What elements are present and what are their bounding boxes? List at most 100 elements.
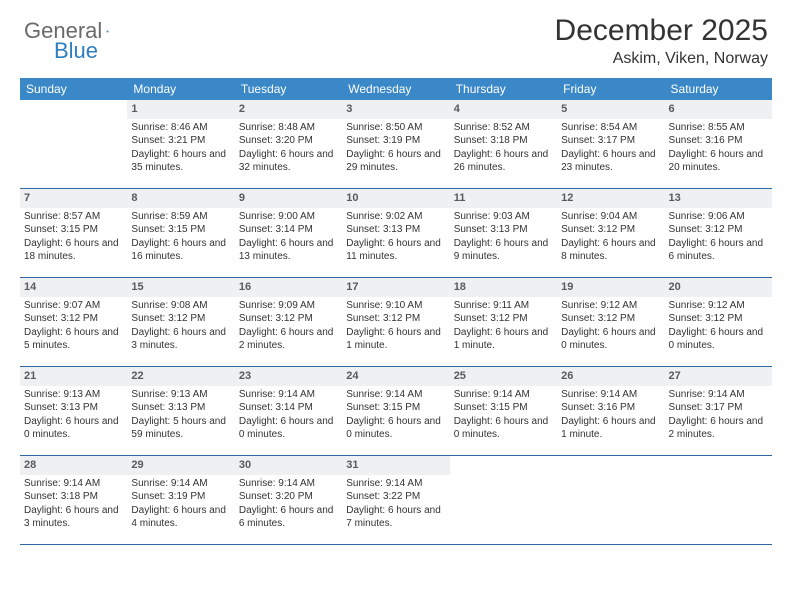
daylight-text: Daylight: 6 hours and 13 minutes. xyxy=(239,237,338,264)
day-info: Sunrise: 9:14 AMSunset: 3:15 PMDaylight:… xyxy=(346,388,445,442)
day-info: Sunrise: 9:14 AMSunset: 3:17 PMDaylight:… xyxy=(669,388,768,442)
sunset-text: Sunset: 3:12 PM xyxy=(561,312,660,326)
sunrise-text: Sunrise: 9:06 AM xyxy=(669,210,768,224)
day-number: 24 xyxy=(342,367,449,386)
sunset-text: Sunset: 3:15 PM xyxy=(131,223,230,237)
sunrise-text: Sunrise: 9:14 AM xyxy=(239,477,338,491)
sunrise-text: Sunrise: 9:12 AM xyxy=(669,299,768,313)
day-cell: 13Sunrise: 9:06 AMSunset: 3:12 PMDayligh… xyxy=(665,189,772,277)
daylight-text: Daylight: 6 hours and 1 minute. xyxy=(346,326,445,353)
day-info: Sunrise: 9:14 AMSunset: 3:14 PMDaylight:… xyxy=(239,388,338,442)
day-number: 25 xyxy=(450,367,557,386)
sunrise-text: Sunrise: 9:14 AM xyxy=(239,388,338,402)
day-number: 2 xyxy=(235,100,342,119)
sunset-text: Sunset: 3:12 PM xyxy=(669,312,768,326)
day-number: 20 xyxy=(665,278,772,297)
day-info: Sunrise: 9:07 AMSunset: 3:12 PMDaylight:… xyxy=(24,299,123,353)
day-info: Sunrise: 9:14 AMSunset: 3:18 PMDaylight:… xyxy=(24,477,123,531)
day-cell: 6Sunrise: 8:55 AMSunset: 3:16 PMDaylight… xyxy=(665,100,772,188)
day-info: Sunrise: 8:57 AMSunset: 3:15 PMDaylight:… xyxy=(24,210,123,264)
sunset-text: Sunset: 3:15 PM xyxy=(346,401,445,415)
day-number: 22 xyxy=(127,367,234,386)
sunset-text: Sunset: 3:12 PM xyxy=(346,312,445,326)
day-info: Sunrise: 8:50 AMSunset: 3:19 PMDaylight:… xyxy=(346,121,445,175)
day-number: 26 xyxy=(557,367,664,386)
day-info: Sunrise: 9:06 AMSunset: 3:12 PMDaylight:… xyxy=(669,210,768,264)
sunrise-text: Sunrise: 8:50 AM xyxy=(346,121,445,135)
sunset-text: Sunset: 3:17 PM xyxy=(669,401,768,415)
daylight-text: Daylight: 6 hours and 32 minutes. xyxy=(239,148,338,175)
sunrise-text: Sunrise: 9:09 AM xyxy=(239,299,338,313)
daylight-text: Daylight: 6 hours and 7 minutes. xyxy=(346,504,445,531)
daylight-text: Daylight: 6 hours and 6 minutes. xyxy=(669,237,768,264)
day-cell xyxy=(557,456,664,544)
day-cell: 30Sunrise: 9:14 AMSunset: 3:20 PMDayligh… xyxy=(235,456,342,544)
daylight-text: Daylight: 6 hours and 6 minutes. xyxy=(239,504,338,531)
day-info: Sunrise: 9:03 AMSunset: 3:13 PMDaylight:… xyxy=(454,210,553,264)
day-cell xyxy=(450,456,557,544)
day-number: 10 xyxy=(342,189,449,208)
sunrise-text: Sunrise: 8:59 AM xyxy=(131,210,230,224)
day-info: Sunrise: 8:52 AMSunset: 3:18 PMDaylight:… xyxy=(454,121,553,175)
daylight-text: Daylight: 6 hours and 26 minutes. xyxy=(454,148,553,175)
sunrise-text: Sunrise: 8:52 AM xyxy=(454,121,553,135)
day-number: 31 xyxy=(342,456,449,475)
daylight-text: Daylight: 6 hours and 29 minutes. xyxy=(346,148,445,175)
daylight-text: Daylight: 6 hours and 0 minutes. xyxy=(346,415,445,442)
day-cell: 26 Sunrise: 9:14 AMSunset: 3:16 PMDayligh… xyxy=(557,367,664,455)
daylight-text: Daylight: 6 hours and 0 minutes. xyxy=(561,326,660,353)
day-info: Sunrise: 9:14 AMSunset: 3:16 PMDaylight:… xyxy=(561,388,660,442)
day-number: 23 xyxy=(235,367,342,386)
day-cell: 24 Sunrise: 9:14 AMSunset: 3:15 PMDayligh… xyxy=(342,367,449,455)
day-cell: 16Sunrise: 9:09 AMSunset: 3:12 PMDayligh… xyxy=(235,278,342,366)
sunrise-text: Sunrise: 9:14 AM xyxy=(454,388,553,402)
logo-sail-icon xyxy=(106,23,109,39)
day-number: 11 xyxy=(450,189,557,208)
day-info: Sunrise: 9:12 AMSunset: 3:12 PMDaylight:… xyxy=(561,299,660,353)
day-info: Sunrise: 9:14 AMSunset: 3:22 PMDaylight:… xyxy=(346,477,445,531)
sunset-text: Sunset: 3:13 PM xyxy=(131,401,230,415)
sunset-text: Sunset: 3:21 PM xyxy=(131,134,230,148)
sunset-text: Sunset: 3:15 PM xyxy=(454,401,553,415)
sunrise-text: Sunrise: 8:54 AM xyxy=(561,121,660,135)
week-row: 7Sunrise: 8:57 AMSunset: 3:15 PMDaylight… xyxy=(20,189,772,278)
day-info: Sunrise: 9:13 AMSunset: 3:13 PMDaylight:… xyxy=(131,388,230,442)
title-block: December 2025 Askim, Viken, Norway xyxy=(555,14,768,68)
sunset-text: Sunset: 3:12 PM xyxy=(561,223,660,237)
sunrise-text: Sunrise: 9:13 AM xyxy=(24,388,123,402)
sunrise-text: Sunrise: 9:14 AM xyxy=(346,388,445,402)
day-cell: 28 Sunrise: 9:14 AMSunset: 3:18 PMDayligh… xyxy=(20,456,127,544)
day-info: Sunrise: 9:10 AMSunset: 3:12 PMDaylight:… xyxy=(346,299,445,353)
daylight-text: Daylight: 6 hours and 9 minutes. xyxy=(454,237,553,264)
day-number: 17 xyxy=(342,278,449,297)
day-number: 29 xyxy=(127,456,234,475)
day-header: Sunday xyxy=(20,78,127,100)
day-info: Sunrise: 9:14 AMSunset: 3:20 PMDaylight:… xyxy=(239,477,338,531)
sunrise-text: Sunrise: 9:14 AM xyxy=(669,388,768,402)
sunset-text: Sunset: 3:12 PM xyxy=(131,312,230,326)
day-cell: 14Sunrise: 9:07 AMSunset: 3:12 PMDayligh… xyxy=(20,278,127,366)
day-info: Sunrise: 9:14 AMSunset: 3:19 PMDaylight:… xyxy=(131,477,230,531)
day-info: Sunrise: 9:04 AMSunset: 3:12 PMDaylight:… xyxy=(561,210,660,264)
daylight-text: Daylight: 6 hours and 5 minutes. xyxy=(24,326,123,353)
logo: General Blue xyxy=(24,14,126,44)
day-cell: 2Sunrise: 8:48 AMSunset: 3:20 PMDaylight… xyxy=(235,100,342,188)
sunrise-text: Sunrise: 8:55 AM xyxy=(669,121,768,135)
day-cell: 3Sunrise: 8:50 AMSunset: 3:19 PMDaylight… xyxy=(342,100,449,188)
day-number: 28 xyxy=(20,456,127,475)
day-header: Wednesday xyxy=(342,78,449,100)
day-number: 5 xyxy=(557,100,664,119)
day-cell: 19Sunrise: 9:12 AMSunset: 3:12 PMDayligh… xyxy=(557,278,664,366)
sunset-text: Sunset: 3:17 PM xyxy=(561,134,660,148)
day-cell: 12Sunrise: 9:04 AMSunset: 3:12 PMDayligh… xyxy=(557,189,664,277)
day-info: Sunrise: 8:46 AMSunset: 3:21 PMDaylight:… xyxy=(131,121,230,175)
day-header: Thursday xyxy=(450,78,557,100)
day-cell: 29 Sunrise: 9:14 AMSunset: 3:19 PMDayligh… xyxy=(127,456,234,544)
sunset-text: Sunset: 3:14 PM xyxy=(239,223,338,237)
day-info: Sunrise: 8:55 AMSunset: 3:16 PMDaylight:… xyxy=(669,121,768,175)
day-info: Sunrise: 9:12 AMSunset: 3:12 PMDaylight:… xyxy=(669,299,768,353)
day-cell xyxy=(20,100,127,188)
week-row: 1Sunrise: 8:46 AMSunset: 3:21 PMDaylight… xyxy=(20,100,772,189)
daylight-text: Daylight: 6 hours and 0 minutes. xyxy=(669,326,768,353)
sunset-text: Sunset: 3:15 PM xyxy=(24,223,123,237)
